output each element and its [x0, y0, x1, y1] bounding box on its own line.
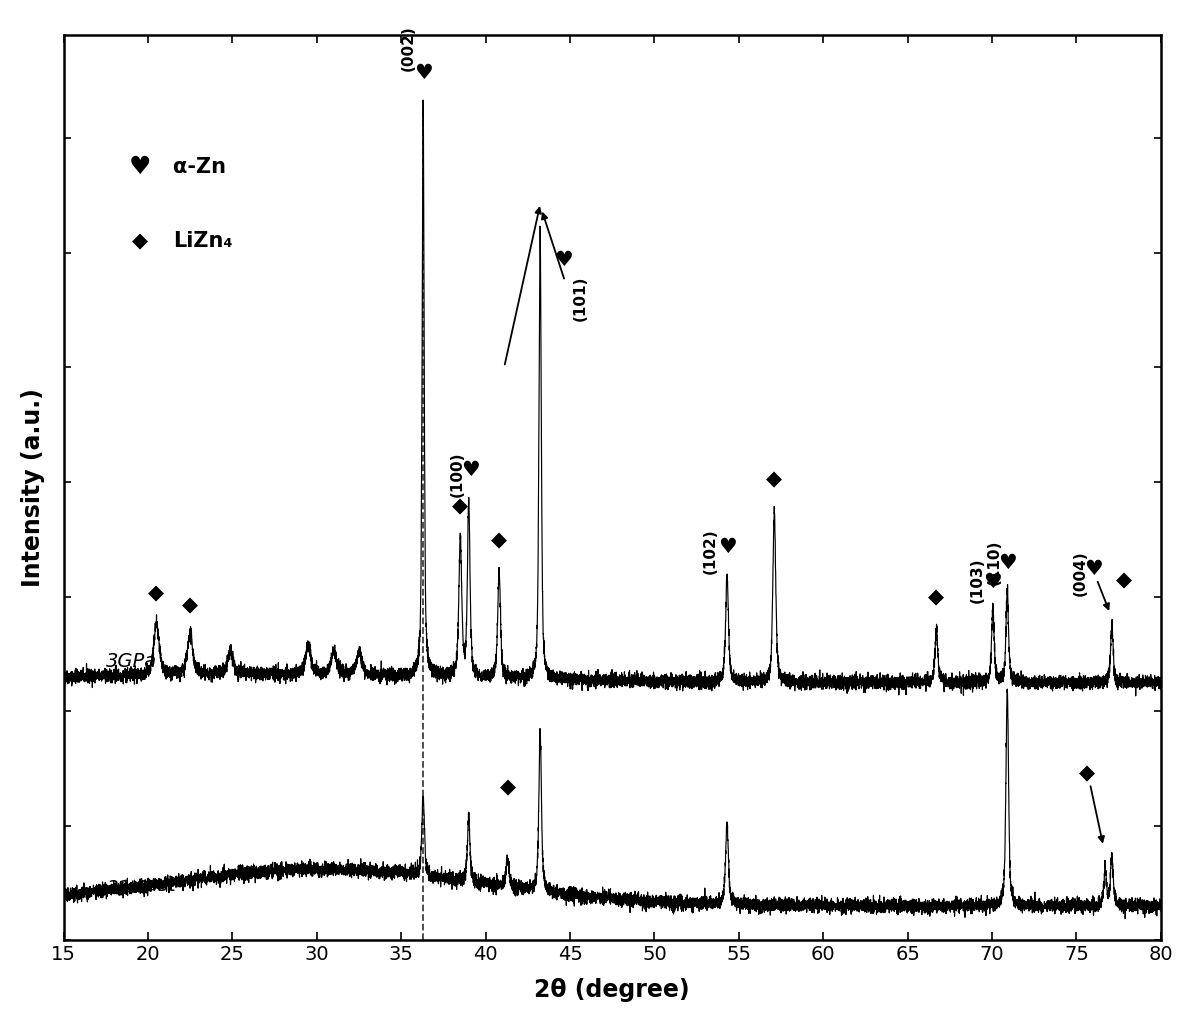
Text: ♥: ♥ [718, 537, 737, 557]
X-axis label: 2θ (degree): 2θ (degree) [535, 978, 690, 1003]
Text: α-Zn: α-Zn [173, 157, 227, 177]
Text: ◆: ◆ [767, 470, 782, 489]
Text: ◆: ◆ [491, 530, 507, 550]
Text: ◆: ◆ [1078, 763, 1095, 784]
Text: ◆: ◆ [148, 583, 165, 604]
Text: ♥: ♥ [461, 460, 480, 480]
Y-axis label: Intensity (a.u.): Intensity (a.u.) [20, 388, 45, 587]
Text: (002): (002) [400, 26, 416, 72]
Text: ♥: ♥ [998, 553, 1016, 573]
Text: ◆: ◆ [929, 587, 944, 607]
Text: ◆: ◆ [131, 231, 148, 251]
Text: (100): (100) [449, 452, 464, 497]
Text: ♥: ♥ [129, 154, 150, 179]
Text: ◆: ◆ [1115, 571, 1132, 590]
Text: 3GPa: 3GPa [106, 652, 158, 671]
Text: ◆: ◆ [183, 595, 198, 615]
Text: ♥: ♥ [554, 250, 573, 270]
Text: ♥: ♥ [414, 62, 432, 83]
Text: (110): (110) [987, 539, 1002, 585]
Text: ♥: ♥ [1084, 560, 1103, 579]
Text: (103): (103) [971, 558, 985, 604]
Text: as-cast: as-cast [106, 876, 176, 894]
Text: ◆: ◆ [499, 777, 516, 798]
Text: (004): (004) [1072, 550, 1088, 596]
Text: (101): (101) [573, 276, 587, 321]
Text: ♥: ♥ [984, 572, 1002, 591]
Text: (102): (102) [702, 529, 718, 574]
Text: ◆: ◆ [453, 496, 468, 516]
Text: LiZn₄: LiZn₄ [173, 231, 233, 251]
